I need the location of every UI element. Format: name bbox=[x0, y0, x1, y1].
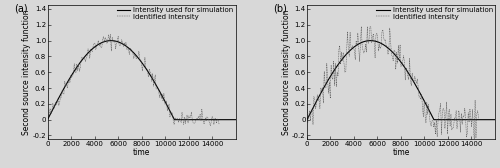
Text: (b): (b) bbox=[273, 4, 287, 14]
Line: Identified intensity: Identified intensity bbox=[48, 34, 219, 126]
Text: (a): (a) bbox=[14, 4, 28, 14]
Intensity used for simulation bbox=[414, 86, 420, 88]
Intensity used for simulation bbox=[447, 119, 453, 121]
Intensity used for simulation bbox=[44, 119, 51, 121]
Identified intensity bbox=[462, 107, 468, 109]
Identified intensity bbox=[471, 138, 477, 140]
Intensity used for simulation bbox=[418, 95, 424, 97]
Identified intensity bbox=[44, 117, 51, 119]
X-axis label: time: time bbox=[133, 148, 150, 157]
Identified intensity bbox=[311, 96, 317, 98]
Line: Identified intensity: Identified intensity bbox=[307, 26, 478, 139]
Identified intensity bbox=[350, 45, 356, 47]
Intensity used for simulation bbox=[232, 119, 238, 121]
Y-axis label: Second source intensity function: Second source intensity function bbox=[22, 9, 31, 135]
Y-axis label: Second source intensity function: Second source intensity function bbox=[282, 9, 290, 135]
Legend: Intensity used for simulation, Identified intensity: Intensity used for simulation, Identifie… bbox=[376, 6, 494, 20]
Line: Intensity used for simulation: Intensity used for simulation bbox=[48, 41, 236, 120]
Identified intensity bbox=[55, 98, 61, 100]
Intensity used for simulation bbox=[316, 96, 322, 98]
Identified intensity bbox=[108, 33, 114, 35]
Identified intensity bbox=[216, 123, 222, 125]
Identified intensity bbox=[368, 25, 374, 27]
Intensity used for simulation bbox=[108, 40, 114, 42]
Intensity used for simulation bbox=[154, 86, 160, 88]
Identified intensity bbox=[336, 49, 342, 51]
Intensity used for simulation bbox=[56, 96, 62, 98]
Identified intensity bbox=[209, 115, 215, 117]
Identified intensity bbox=[314, 94, 320, 96]
Identified intensity bbox=[476, 117, 482, 119]
X-axis label: time: time bbox=[392, 148, 409, 157]
Line: Intensity used for simulation: Intensity used for simulation bbox=[307, 41, 495, 120]
Identified intensity bbox=[90, 45, 96, 47]
Intensity used for simulation bbox=[206, 119, 212, 121]
Identified intensity bbox=[52, 107, 58, 109]
Intensity used for simulation bbox=[164, 105, 170, 107]
Intensity used for simulation bbox=[188, 119, 194, 121]
Identified intensity bbox=[202, 117, 208, 119]
Intensity used for simulation bbox=[424, 105, 430, 107]
Identified intensity bbox=[468, 116, 474, 118]
Intensity used for simulation bbox=[304, 119, 310, 121]
Identified intensity bbox=[208, 125, 214, 127]
Legend: Intensity used for simulation, Identified intensity: Intensity used for simulation, Identifie… bbox=[116, 6, 234, 20]
Intensity used for simulation bbox=[159, 95, 165, 97]
Intensity used for simulation bbox=[466, 119, 472, 121]
Intensity used for simulation bbox=[368, 40, 374, 42]
Intensity used for simulation bbox=[492, 119, 498, 121]
Identified intensity bbox=[304, 103, 310, 105]
Identified intensity bbox=[76, 70, 82, 72]
